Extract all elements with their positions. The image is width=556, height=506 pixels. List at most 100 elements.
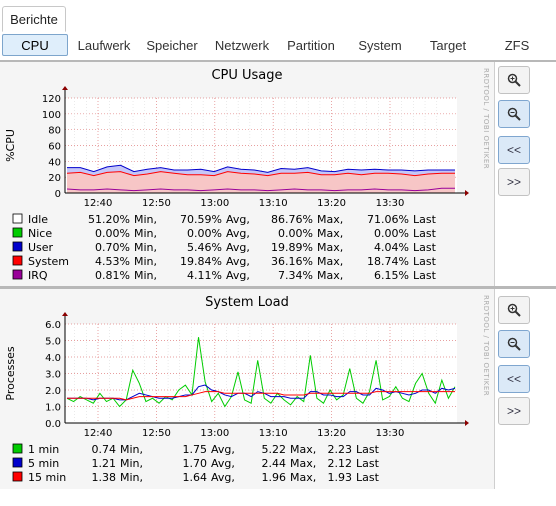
chart-title: System Load: [205, 295, 289, 310]
rrdtool-watermark: RRDTOOL / TOBI OETIKER: [482, 68, 490, 169]
legend-min-label: Min,: [134, 241, 157, 254]
legend-max-label: Max,: [317, 255, 343, 268]
legend-max-label: Max,: [290, 457, 316, 470]
x-tick-label: 12:40: [84, 428, 113, 439]
zoom-in-button[interactable]: [498, 66, 530, 94]
legend-last-label: Last: [413, 241, 437, 254]
series-line-0: [66, 337, 456, 408]
user-line: [67, 164, 455, 173]
legend-min: 0.70%: [95, 241, 130, 254]
legend-min: 4.53%: [95, 255, 130, 268]
cpu-usage-graph: CPU Usage %CPU RRDTOOL / TOBI OETIKER 0 20 40…: [0, 62, 495, 286]
series-line-2: [67, 391, 455, 401]
y-tick-label: 60: [48, 142, 61, 153]
system-load-chart: System Load Processes RRDTOOL / TOBI OETIK…: [4, 295, 490, 484]
y-axis-label: Processes: [4, 346, 17, 400]
legend-max: 0.00%: [278, 227, 313, 240]
system-line: [66, 171, 455, 177]
legend-avg: 5.46%: [187, 241, 222, 254]
back-button[interactable]: <<: [498, 136, 530, 164]
legend-min: 51.20%: [88, 213, 130, 226]
x-tick-label: 13:30: [376, 198, 405, 209]
legend-swatch: [12, 213, 23, 224]
report-subnav: CPU Laufwerk Speicher Netzwerk Partition…: [0, 32, 556, 58]
legend-avg-label: Avg,: [211, 457, 235, 470]
legend-avg: 1.64: [183, 471, 208, 484]
y-axis-arrow: [62, 86, 68, 90]
legend-last: 4.04%: [374, 241, 409, 254]
y-tick-label: 40: [48, 157, 61, 168]
subnav-netzwerk[interactable]: Netzwerk: [214, 37, 270, 53]
legend-min: 0.74: [92, 443, 117, 456]
legend-avg-label: Avg,: [226, 269, 250, 282]
legend-avg: 1.75: [183, 443, 208, 456]
legend-avg-label: Avg,: [226, 213, 250, 226]
zoom-out-button[interactable]: [498, 100, 530, 128]
divider: [0, 286, 556, 289]
y-tick-label: 20: [48, 173, 61, 184]
subnav-target[interactable]: Target: [429, 37, 467, 53]
legend-min: 1.21: [92, 457, 117, 470]
tab-bar: Berichte: [0, 0, 556, 33]
y-tick-label: 0.0: [45, 419, 61, 430]
legend-min-label: Min,: [120, 443, 143, 456]
legend-swatch: [12, 471, 23, 482]
zoom-in-button[interactable]: [498, 296, 530, 324]
subnav-system[interactable]: System: [358, 37, 402, 53]
legend-max: 1.96: [262, 471, 287, 484]
irq-line: [66, 187, 455, 192]
x-axis-arrow: [465, 420, 469, 426]
divider: [0, 60, 556, 62]
legend-max-label: Max,: [317, 213, 343, 226]
legend-min-label: Min,: [134, 227, 157, 240]
legend-last: 18.74%: [367, 255, 409, 268]
system-area: [67, 171, 455, 191]
subnav-speicher[interactable]: Speicher: [146, 37, 198, 53]
legend-max-label: Max,: [317, 269, 343, 282]
legend-min-label: Min,: [120, 471, 143, 484]
x-tick-label: 13:00: [200, 198, 229, 209]
cpu-usage-chart: CPU Usage %CPU RRDTOOL / TOBI OETIKER 0 20 40…: [4, 68, 490, 282]
forward-button[interactable]: >>: [498, 168, 530, 196]
legend-min-label: Min,: [134, 213, 157, 226]
tab-berichte[interactable]: Berichte: [2, 6, 66, 32]
legend-last: 6.15%: [374, 269, 409, 282]
legend-last-label: Last: [413, 255, 437, 268]
legend-name: IRQ: [28, 269, 48, 282]
y-axis-arrow: [62, 312, 68, 316]
legend-last-label: Last: [356, 457, 380, 470]
legend-max-label: Max,: [317, 227, 343, 240]
legend-min: 0.81%: [95, 269, 130, 282]
y-tick-label: 100: [42, 110, 61, 121]
chart-title: CPU Usage: [211, 68, 282, 83]
legend-avg-label: Avg,: [226, 241, 250, 254]
legend-last: 2.12: [328, 457, 353, 470]
zoom-out-icon: [507, 337, 521, 351]
legend-name: 5 min: [28, 457, 59, 470]
legend-name: System: [28, 255, 69, 268]
x-tick-label: 12:50: [142, 428, 171, 439]
system-load-graph: System Load Processes RRDTOOL / TOBI OETIK…: [0, 289, 495, 489]
legend-max-label: Max,: [317, 241, 343, 254]
legend-min: 1.38: [92, 471, 117, 484]
subnav-zfs[interactable]: ZFS: [504, 37, 530, 53]
legend-max: 5.22: [262, 443, 287, 456]
x-tick-label: 12:40: [84, 198, 113, 209]
legend-swatch: [12, 241, 23, 252]
zoom-out-button[interactable]: [498, 330, 530, 358]
legend-last-label: Last: [413, 227, 437, 240]
legend-avg-label: Avg,: [226, 255, 250, 268]
forward-button[interactable]: >>: [498, 397, 530, 425]
legend-avg: 70.59%: [180, 213, 222, 226]
subnav-laufwerk[interactable]: Laufwerk: [77, 37, 131, 53]
x-tick-label: 13:10: [259, 428, 288, 439]
subnav-partition[interactable]: Partition: [287, 37, 335, 53]
subnav-cpu[interactable]: CPU: [2, 34, 68, 56]
back-button[interactable]: <<: [498, 365, 530, 393]
legend-max: 2.44: [262, 457, 287, 470]
legend-last: 71.06%: [367, 213, 409, 226]
y-axis-label: %CPU: [4, 129, 17, 162]
y-tick-label: 0: [55, 189, 61, 200]
legend-name: 1 min: [28, 443, 59, 456]
legend-swatch: [12, 269, 23, 280]
